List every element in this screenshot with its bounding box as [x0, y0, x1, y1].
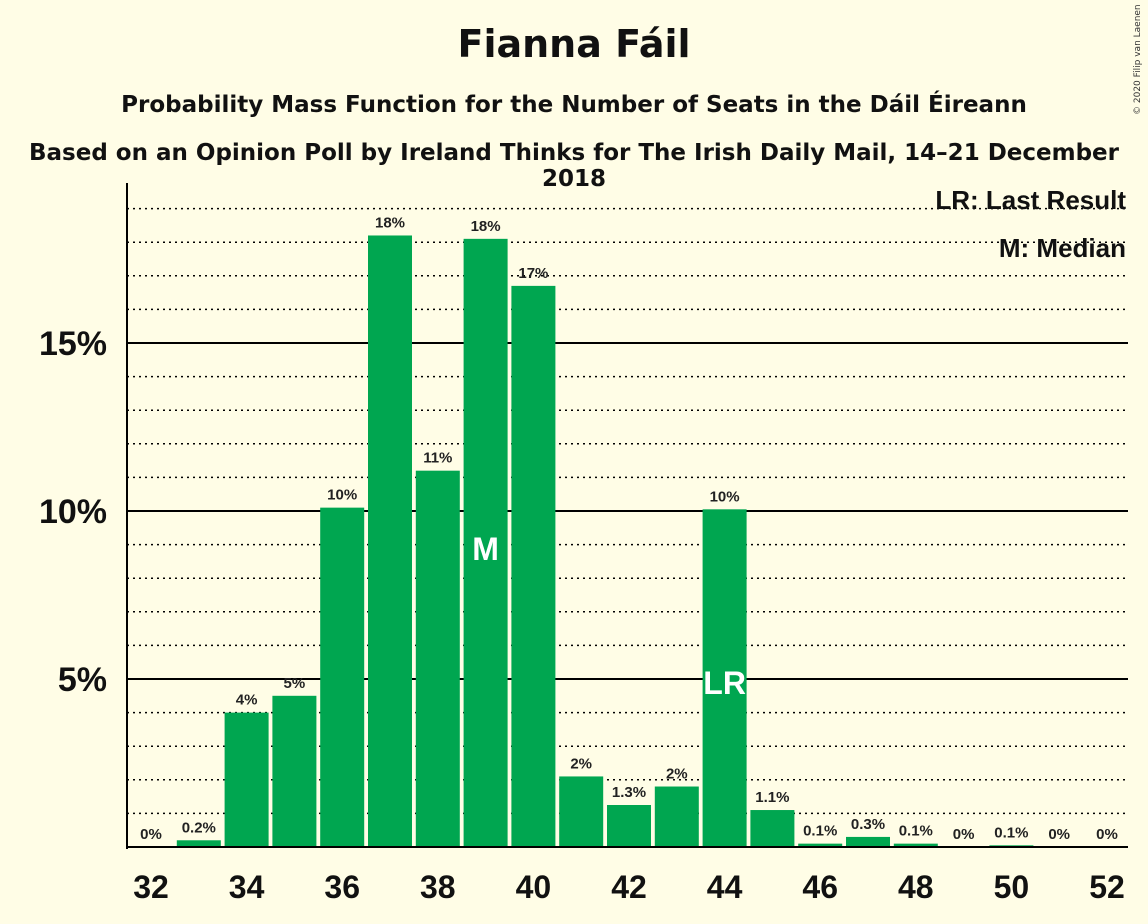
- x-tick-label: 34: [229, 869, 265, 905]
- bar-42: [607, 805, 651, 847]
- x-tick-label: 32: [133, 869, 169, 905]
- data-label-32: 0%: [140, 826, 162, 843]
- chart-title: Fianna Fáil: [457, 22, 691, 66]
- data-label-39: 18%: [471, 218, 501, 235]
- data-label-48: 0.1%: [899, 823, 933, 840]
- bar-35: [272, 695, 317, 847]
- data-label-50: 0.1%: [994, 824, 1028, 841]
- x-tick-label: 52: [1089, 869, 1125, 905]
- data-label-41: 2%: [570, 755, 592, 772]
- x-tick-label: 50: [994, 869, 1030, 905]
- x-tick-label: 36: [324, 869, 360, 905]
- bar-41: [559, 776, 604, 847]
- data-label-46: 0.1%: [803, 823, 837, 840]
- data-label-40: 17%: [518, 265, 548, 282]
- bar-34: [224, 712, 269, 847]
- data-label-35: 5%: [284, 675, 306, 692]
- bar-40: [511, 285, 556, 847]
- x-tick-label: 40: [516, 869, 552, 905]
- x-tick-label: 46: [802, 869, 838, 905]
- x-tick-label: 44: [707, 869, 743, 905]
- data-label-34: 4%: [236, 692, 258, 709]
- y-tick-label: 5%: [58, 661, 107, 699]
- bar-36: [320, 507, 365, 847]
- marker-m: M: [472, 531, 499, 567]
- data-label-33: 0.2%: [182, 819, 216, 836]
- data-label-37: 18%: [375, 214, 405, 231]
- marker-lr: LR: [703, 665, 746, 701]
- chart-source: Based on an Opinion Poll by Ireland Thin…: [29, 140, 1119, 192]
- x-tick-label: 38: [420, 869, 456, 905]
- data-labels: 0% 0.2% 4% 5% 10% 18% 11% 18% 17% 2% 1.3% 2% 10% 1.1%…: [140, 214, 1118, 843]
- bar-45: [750, 810, 795, 847]
- chart-subtitle: Probability Mass Function for the Number…: [121, 92, 1027, 118]
- legend: LR: Last Result M: Median: [935, 185, 1126, 263]
- data-label-38: 11%: [423, 450, 452, 467]
- data-label-49: 0%: [953, 826, 975, 843]
- legend-entry: LR: Last Result: [935, 185, 1126, 215]
- axes: 32 34 36 38 40 42 44 46 48 50 52 5% 10% 15%: [39, 183, 1128, 905]
- bar-48: [893, 843, 938, 847]
- data-label-51: 0%: [1048, 826, 1070, 843]
- grid-lines: [127, 207, 1128, 815]
- data-label-44: 10%: [710, 488, 740, 505]
- bar-38: [415, 470, 460, 847]
- y-tick-label: 15%: [39, 325, 107, 363]
- data-label-45: 1.1%: [755, 789, 789, 806]
- y-tick-label: 10%: [39, 493, 107, 531]
- data-label-43: 2%: [666, 766, 688, 783]
- data-label-47: 0.3%: [851, 816, 885, 833]
- data-label-36: 10%: [327, 487, 357, 504]
- bars: [176, 235, 1034, 848]
- bar-46: [798, 843, 843, 847]
- bar-43: [654, 786, 699, 847]
- data-label-42: 1.3%: [612, 784, 646, 801]
- bar-39: [463, 238, 508, 848]
- bar-33: [176, 840, 221, 847]
- legend-entry: M: Median: [999, 233, 1126, 263]
- bar-37: [368, 235, 412, 848]
- data-label-52: 0%: [1096, 826, 1118, 843]
- bar-47: [846, 836, 890, 847]
- x-tick-label: 48: [898, 869, 934, 905]
- x-tick-label: 42: [611, 869, 647, 905]
- bar-44: [702, 509, 747, 847]
